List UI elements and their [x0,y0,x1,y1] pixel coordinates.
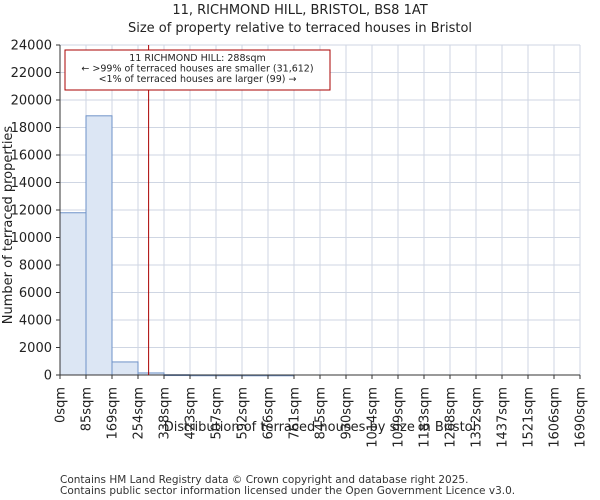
x-tick-label: 930sqm [340,387,355,440]
y-tick-label: 24000 [11,39,52,54]
y-tick-label: 12000 [11,204,52,219]
x-tick-label: 507sqm [210,387,225,440]
y-tick-label: 4000 [19,314,52,329]
x-tick-label: 1437sqm [496,387,511,448]
y-tick-label: 6000 [19,286,52,301]
y-tick-label: 8000 [19,259,52,274]
y-tick-label: 10000 [11,231,52,246]
y-axis-label: Number of terraced properties [1,126,16,325]
y-tick-label: 2000 [19,341,52,356]
x-tick-label: 1352sqm [470,387,485,448]
x-tick-label: 1268sqm [444,387,459,448]
bar-169sqm [111,361,139,376]
footer-copyright: Contains HM Land Registry data © Crown c… [60,474,469,486]
x-tick-label: 423sqm [184,387,199,440]
x-tick-label: 1014sqm [366,387,381,448]
y-tick-label: 18000 [11,121,52,136]
x-tick-label: 169sqm [106,387,121,440]
x-tick-label: 676sqm [262,387,277,440]
chart-title: 11, RICHMOND HILL, BRISTOL, BS8 1AT [172,3,428,18]
y-tick-label: 0 [44,369,52,384]
footer-licence: Contains public sector information licen… [60,485,516,497]
x-tick-label: 1099sqm [392,387,407,448]
x-tick-label: 254sqm [132,387,147,440]
x-tick-label: 592sqm [236,387,251,440]
bar-85sqm [85,115,113,376]
x-tick-label: 338sqm [158,387,173,440]
y-tick-label: 20000 [11,94,52,109]
annotation-box [64,49,331,91]
annotation-line-1: 11 RICHMOND HILL: 288sqm [129,53,266,64]
x-tick-label: 1521sqm [522,387,537,448]
bar-0sqm [59,212,87,376]
x-tick-label: 845sqm [314,387,329,440]
x-tick-label: 85sqm [80,387,95,431]
y-tick-label: 16000 [11,149,52,164]
x-tick-label: 761sqm [288,387,303,440]
x-tick-label: 1606sqm [548,387,563,448]
y-tick-label: 14000 [11,176,52,191]
y-tick-label: 22000 [11,66,52,81]
x-tick-label: 1183sqm [418,387,433,448]
x-tick-label: 1690sqm [574,387,589,448]
annotation-line-2: ← >99% of terraced houses are smaller (3… [81,64,313,75]
x-tick-label: 0sqm [54,387,69,423]
x-axis-label: Distribution of terraced houses by size … [164,420,477,435]
chart-subtitle: Size of property relative to terraced ho… [127,21,473,36]
annotation-line-3: <1% of terraced houses are larger (99) → [99,74,297,85]
